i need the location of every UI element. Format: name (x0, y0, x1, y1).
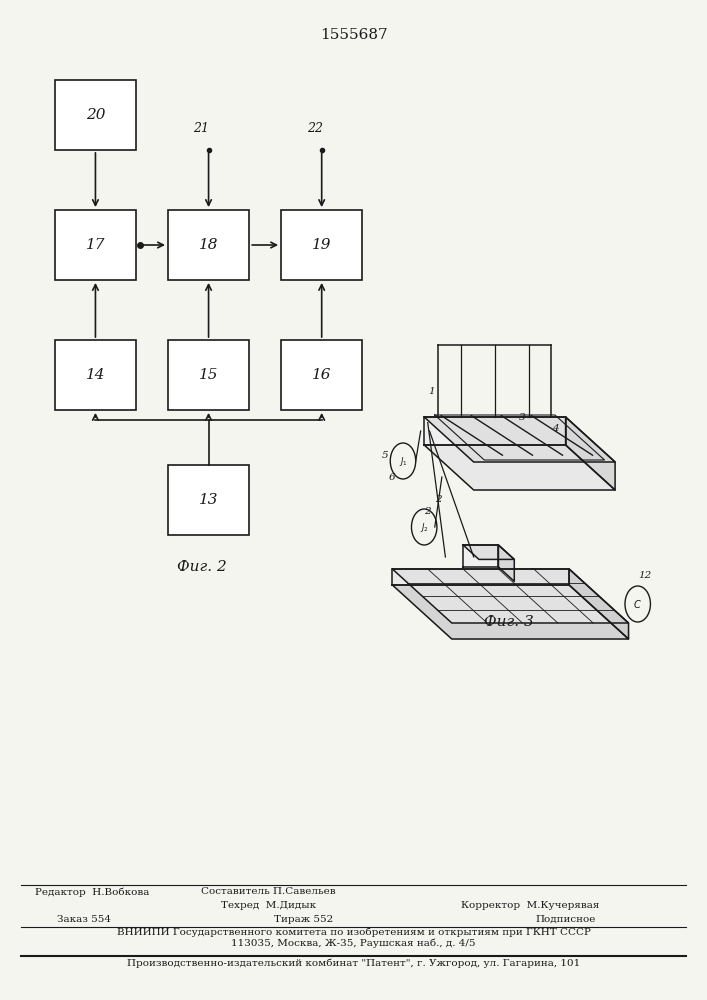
Text: 22: 22 (307, 122, 322, 135)
Text: 18: 18 (199, 238, 218, 252)
FancyBboxPatch shape (281, 210, 363, 280)
Text: 20: 20 (86, 108, 105, 122)
Text: Техред  М.Дидык: Техред М.Дидык (221, 900, 316, 910)
Text: Составитель П.Савельев: Составитель П.Савельев (201, 888, 336, 896)
Text: ВНИИПИ Государственного комитета по изобретениям и открытиям при ГКНТ СССР: ВНИИПИ Государственного комитета по изоб… (117, 927, 590, 937)
Polygon shape (463, 545, 514, 559)
Polygon shape (498, 545, 514, 581)
Polygon shape (566, 417, 615, 490)
Text: Фиг. 3: Фиг. 3 (484, 615, 534, 629)
Text: 17: 17 (86, 238, 105, 252)
Text: $J_1$: $J_1$ (399, 454, 407, 468)
Polygon shape (463, 545, 498, 567)
Text: 13: 13 (199, 493, 218, 507)
FancyBboxPatch shape (168, 210, 249, 280)
Text: 6: 6 (389, 473, 396, 482)
Text: Корректор  М.Кучерявая: Корректор М.Кучерявая (461, 900, 600, 910)
Text: $J_2$: $J_2$ (420, 520, 428, 534)
Text: 3: 3 (518, 412, 525, 422)
FancyBboxPatch shape (168, 340, 249, 410)
Text: 5: 5 (382, 452, 389, 460)
Text: 2: 2 (435, 494, 442, 504)
FancyBboxPatch shape (281, 340, 363, 410)
Polygon shape (392, 585, 629, 639)
Text: Редактор  Н.Вобкова: Редактор Н.Вобкова (35, 887, 150, 897)
Text: $C$: $C$ (633, 598, 642, 610)
Text: Подписное: Подписное (535, 914, 596, 924)
Text: Тираж 552: Тираж 552 (274, 914, 334, 924)
Text: 1: 1 (428, 387, 435, 396)
Polygon shape (424, 417, 615, 462)
Text: 16: 16 (312, 368, 332, 382)
Text: 21: 21 (194, 122, 209, 135)
Text: Производственно-издательский комбинат "Патент", г. Ужгород, ул. Гагарина, 101: Производственно-издательский комбинат "П… (127, 958, 580, 968)
FancyBboxPatch shape (168, 465, 249, 535)
Text: 2: 2 (424, 506, 431, 516)
Text: 4: 4 (551, 424, 559, 433)
Text: 15: 15 (199, 368, 218, 382)
FancyBboxPatch shape (55, 340, 136, 410)
Text: 113035, Москва, Ж-35, Раушская наб., д. 4/5: 113035, Москва, Ж-35, Раушская наб., д. … (231, 938, 476, 948)
Polygon shape (392, 569, 569, 585)
Text: 14: 14 (86, 368, 105, 382)
Text: 12: 12 (638, 571, 651, 580)
Text: Заказ 554: Заказ 554 (57, 914, 110, 924)
FancyBboxPatch shape (55, 210, 136, 280)
FancyBboxPatch shape (55, 80, 136, 150)
Polygon shape (424, 445, 615, 490)
Text: 1555687: 1555687 (320, 28, 387, 42)
Polygon shape (424, 417, 566, 445)
Text: Фиг. 2: Фиг. 2 (177, 560, 226, 574)
Text: 19: 19 (312, 238, 332, 252)
Polygon shape (392, 569, 629, 623)
Polygon shape (569, 569, 629, 639)
